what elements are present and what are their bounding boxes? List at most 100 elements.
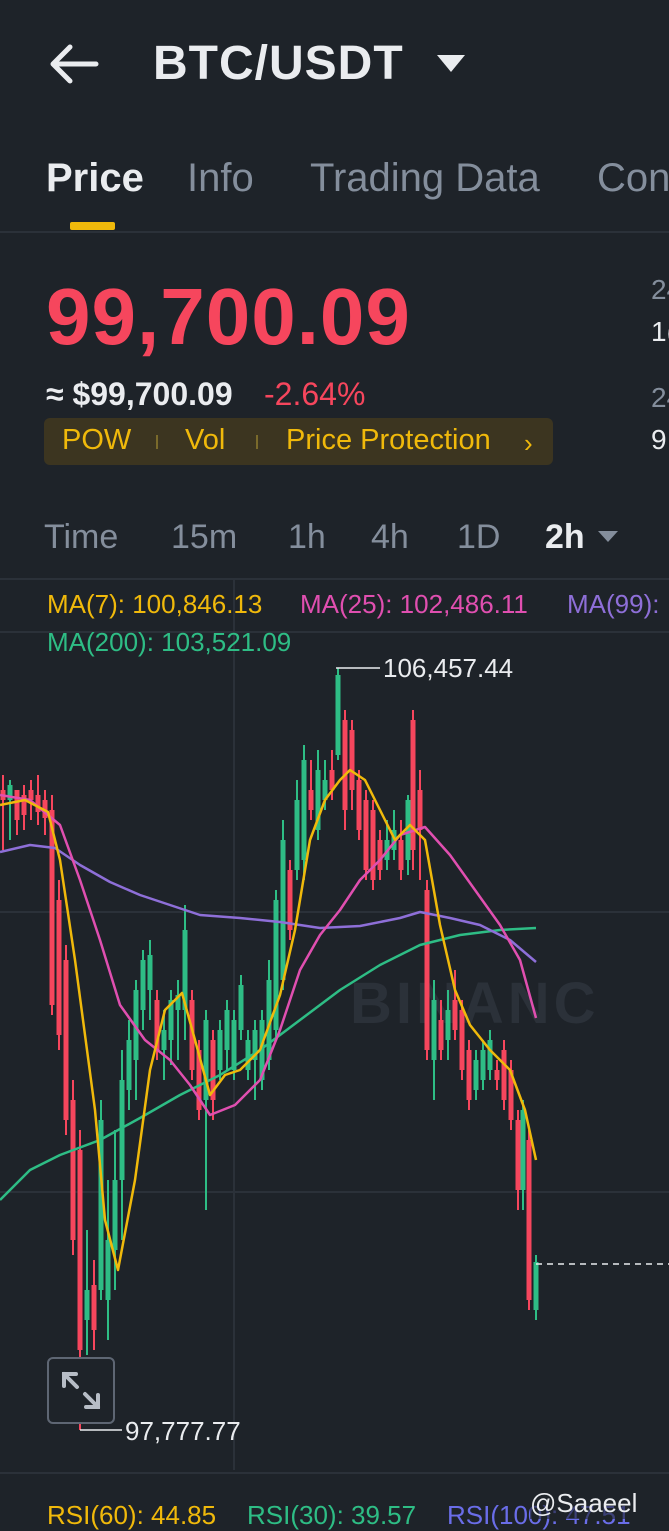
tag-separator (156, 435, 158, 449)
tag-price-protection[interactable]: Price Protection (286, 424, 491, 456)
candle-body (315, 770, 321, 830)
candle-body (410, 720, 416, 850)
candle-body (377, 840, 383, 870)
interval-1h[interactable]: 1h (288, 518, 326, 556)
tab-price[interactable]: Price (46, 156, 144, 200)
binance-watermark: BINANC (350, 971, 600, 1036)
interval-15m[interactable]: 15m (171, 518, 238, 556)
candle-body (224, 1010, 230, 1050)
candle-body (140, 960, 146, 1010)
candle-body (356, 780, 362, 830)
high-price-label: 106,457.44 (383, 653, 514, 683)
candle-body (501, 1050, 507, 1100)
candlestick-chart[interactable] (0, 580, 669, 1470)
candle-body (252, 1030, 258, 1060)
candle-body (77, 1150, 83, 1350)
low-price-label: 97,777.77 (125, 1416, 241, 1446)
candle-body (70, 1100, 76, 1240)
candle-body (161, 1030, 167, 1050)
candle-body (119, 1080, 125, 1180)
candle-body (28, 790, 34, 800)
caret-down-icon[interactable] (437, 55, 465, 72)
expand-chart-button[interactable] (47, 1357, 115, 1424)
back-arrow-icon[interactable] (48, 42, 100, 86)
candle-body (217, 1030, 223, 1070)
candle-body (431, 1000, 437, 1060)
tag-vol[interactable]: Vol (185, 424, 226, 456)
candle-body (473, 1060, 479, 1090)
candle-body (438, 1020, 444, 1050)
candle-body (91, 1285, 97, 1330)
candle-body (35, 795, 41, 812)
candle-body (14, 790, 20, 820)
stat-label-24h-1: 24 (651, 274, 669, 305)
ma25-line (0, 793, 538, 1117)
candle-body (168, 1000, 174, 1040)
ma7-line (0, 768, 538, 1272)
author-credit: @Saaeel (530, 1488, 638, 1519)
candle-body (56, 900, 62, 1035)
ma99-legend: MA(99): (567, 589, 660, 619)
candle-body (424, 890, 430, 1050)
candle-body (7, 785, 13, 800)
candle-body (533, 1262, 539, 1310)
candle-body (273, 900, 279, 1030)
divider (0, 1472, 669, 1474)
candle-body (301, 760, 307, 860)
candle-body (322, 780, 328, 800)
candle-body (405, 800, 411, 860)
stat-value-24h-2: 9! (651, 424, 669, 455)
interval-time[interactable]: Time (44, 518, 119, 556)
candle-body (329, 770, 335, 790)
candle-body (84, 1290, 90, 1320)
candle-body (342, 720, 348, 810)
divider (0, 231, 669, 233)
candle-body (363, 800, 369, 870)
tab-trading-data[interactable]: Trading Data (310, 156, 540, 200)
candle-body (294, 800, 300, 870)
candle-body (370, 810, 376, 880)
candle-body (287, 870, 293, 930)
candle-body (147, 955, 153, 990)
tag-pow[interactable]: POW (62, 424, 132, 456)
candle-body (480, 1050, 486, 1080)
candle-body (42, 800, 48, 818)
candle-body (526, 1140, 532, 1300)
candle-body (280, 840, 286, 980)
last-price: 99,700.09 (46, 272, 411, 361)
tag-bar[interactable] (44, 418, 553, 465)
candle-body (133, 990, 139, 1060)
candle-body (417, 790, 423, 830)
candle-body (49, 810, 55, 1005)
candle-body (112, 1180, 118, 1250)
interval-1d[interactable]: 1D (457, 518, 501, 556)
candle-body (231, 1020, 237, 1070)
rsi60-legend: RSI(60): 44.85 (47, 1500, 217, 1530)
candle-body (349, 730, 355, 790)
interval-4h[interactable]: 4h (371, 518, 409, 556)
tab-info[interactable]: Info (187, 156, 254, 200)
candle-body (494, 1070, 500, 1080)
candle-body (245, 1040, 251, 1070)
expand-icon (62, 1372, 100, 1409)
ma25-legend: MA(25): 102,486.11 (300, 589, 528, 619)
candle-body (459, 1010, 465, 1070)
ma200-legend: MA(200): 103,521.09 (47, 627, 292, 657)
candle-body (21, 795, 27, 815)
chevron-right-icon[interactable]: › (524, 428, 533, 458)
fiat-price: ≈ $99,700.09 (46, 376, 233, 412)
candle-body (487, 1040, 493, 1070)
divider (0, 578, 669, 580)
candle-body (308, 790, 314, 810)
candle-body (466, 1050, 472, 1100)
candle-body (182, 930, 188, 1010)
candle-body (189, 1000, 195, 1070)
candle-body (105, 1240, 111, 1300)
candle-body (398, 840, 404, 870)
caret-down-icon[interactable] (598, 531, 618, 542)
interval-2h[interactable]: 2h (545, 518, 585, 556)
pair-title[interactable]: BTC/USDT (153, 37, 404, 90)
tab-con[interactable]: Con (597, 156, 669, 200)
ma99-line (0, 843, 537, 963)
candle-body (335, 675, 341, 755)
